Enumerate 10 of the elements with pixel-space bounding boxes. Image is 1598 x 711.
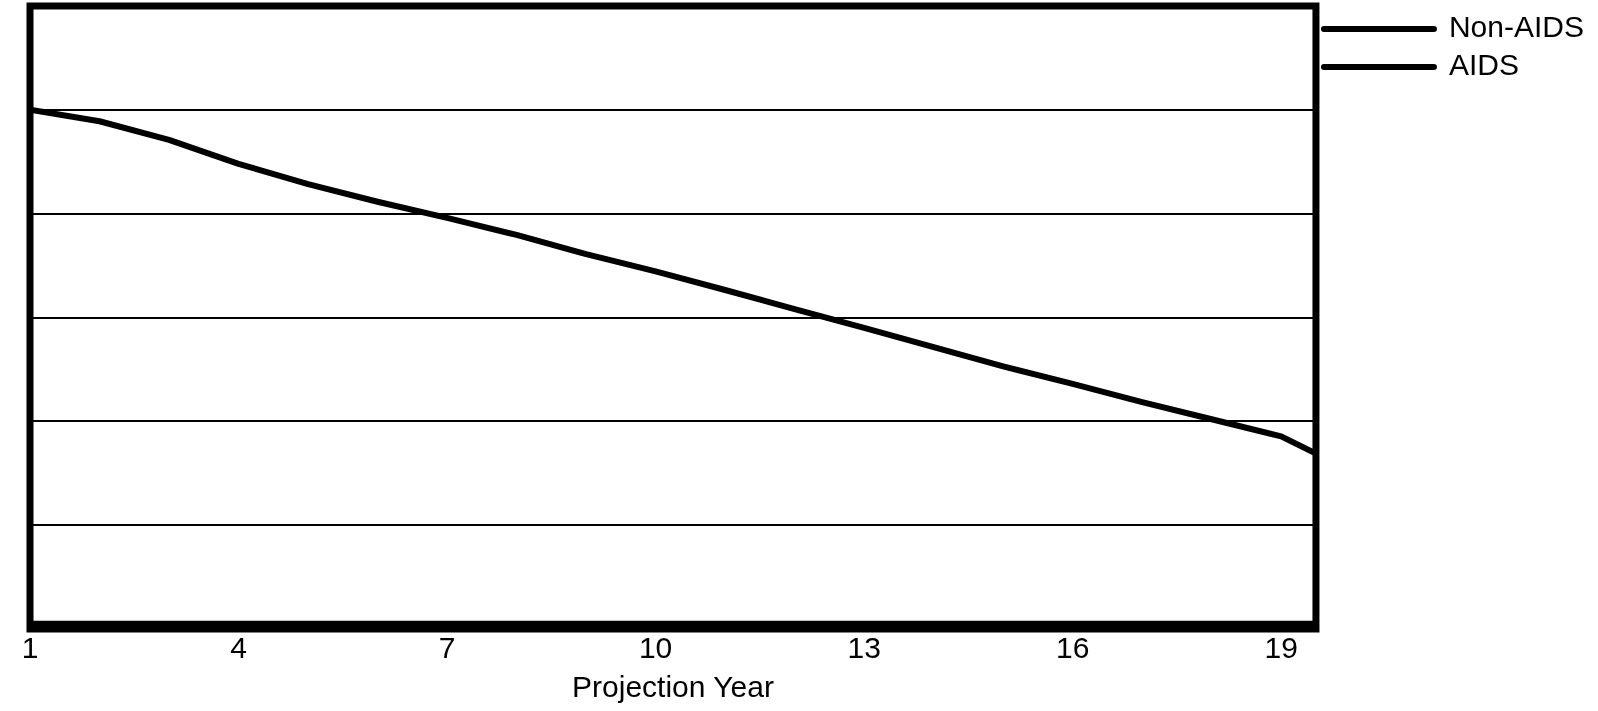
x-tick-label: 10 bbox=[638, 631, 673, 665]
x-tick-label: 16 bbox=[1055, 631, 1090, 665]
x-tick-label: 4 bbox=[230, 631, 247, 665]
x-tick-label: 1 bbox=[21, 631, 39, 665]
x-axis-title: Projection Year bbox=[572, 670, 774, 704]
x-tick-label: 13 bbox=[847, 631, 881, 665]
x-tick-label: 19 bbox=[1264, 631, 1298, 665]
legend-label: Non-AIDS bbox=[1448, 10, 1584, 44]
x-tick-label: 7 bbox=[438, 631, 456, 665]
legend-label: AIDS bbox=[1448, 48, 1519, 82]
